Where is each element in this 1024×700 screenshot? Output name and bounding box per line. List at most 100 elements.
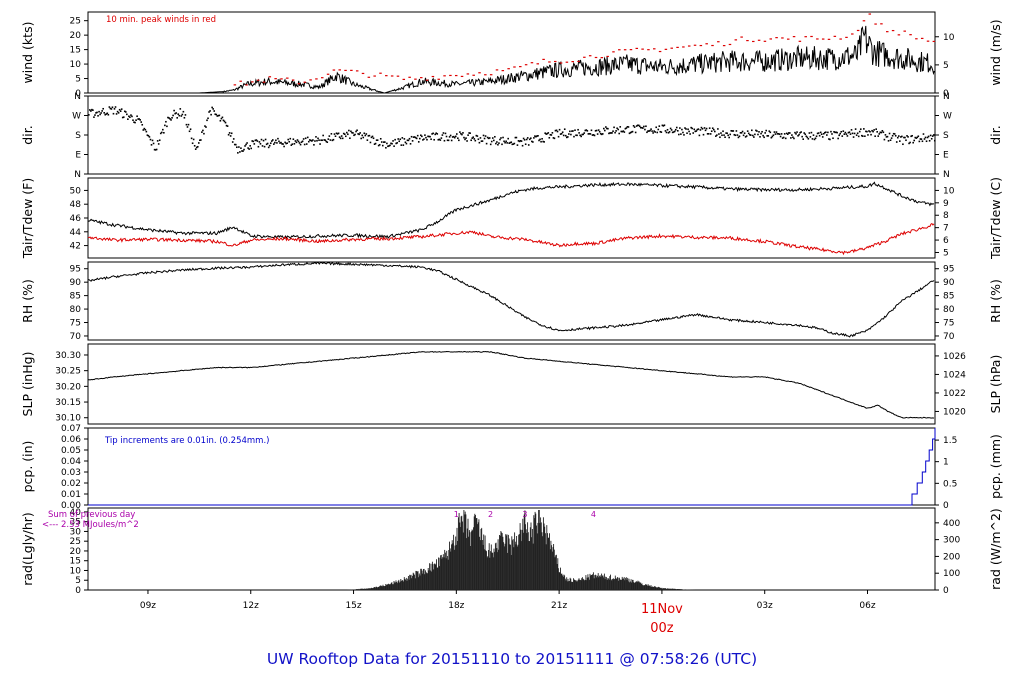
direction-point bbox=[92, 109, 94, 111]
direction-point bbox=[666, 128, 669, 131]
direction-point bbox=[845, 133, 848, 135]
peak-wind-mark bbox=[268, 76, 272, 78]
direction-point bbox=[501, 143, 503, 146]
direction-point bbox=[665, 131, 668, 134]
direction-point bbox=[547, 132, 550, 134]
direction-point bbox=[572, 130, 574, 132]
direction-point bbox=[831, 133, 833, 135]
direction-point bbox=[820, 133, 823, 136]
peak-wind-mark bbox=[781, 37, 784, 39]
direction-point bbox=[214, 113, 217, 116]
series-slp bbox=[87, 350, 935, 419]
peak-wind-mark bbox=[827, 38, 831, 40]
direction-point bbox=[805, 135, 808, 138]
direction-point bbox=[239, 151, 241, 153]
direction-point bbox=[914, 136, 917, 139]
peak-wind-mark bbox=[297, 83, 301, 85]
direction-point bbox=[856, 132, 859, 135]
direction-point bbox=[278, 140, 280, 143]
direction-point bbox=[247, 147, 249, 149]
direction-point bbox=[230, 132, 233, 135]
direction-point bbox=[840, 130, 843, 133]
direction-point bbox=[291, 143, 294, 145]
direction-point bbox=[183, 116, 186, 119]
direction-point bbox=[885, 136, 888, 138]
peak-wind-mark bbox=[705, 43, 708, 45]
direction-point bbox=[911, 134, 913, 137]
direction-point bbox=[852, 136, 855, 138]
direction-point bbox=[615, 130, 617, 132]
direction-point bbox=[719, 136, 721, 139]
direction-point bbox=[565, 136, 568, 139]
direction-point bbox=[107, 113, 110, 116]
x-tick-label: 18z bbox=[448, 601, 464, 611]
direction-point bbox=[762, 134, 764, 137]
direction-point bbox=[670, 129, 673, 131]
direction-point bbox=[897, 135, 900, 137]
direction-point bbox=[211, 106, 213, 109]
direction-point bbox=[449, 134, 452, 137]
direction-point bbox=[402, 144, 405, 146]
direction-point bbox=[326, 141, 329, 144]
date-label-time: 00z bbox=[650, 621, 674, 636]
direction-point bbox=[243, 148, 245, 151]
direction-point bbox=[751, 129, 753, 132]
panel-frame bbox=[87, 95, 936, 175]
direction-point bbox=[253, 143, 256, 145]
direction-point bbox=[741, 130, 744, 133]
direction-point bbox=[485, 142, 488, 145]
left-tick-label: 35 bbox=[70, 518, 81, 528]
direction-point bbox=[815, 135, 818, 138]
left-tick-label: 0.01 bbox=[61, 490, 81, 500]
direction-point bbox=[827, 131, 829, 134]
direction-point bbox=[216, 115, 219, 117]
direction-point bbox=[380, 141, 383, 143]
direction-point bbox=[191, 142, 194, 145]
direction-point bbox=[457, 137, 459, 140]
direction-point bbox=[637, 124, 640, 127]
direction-point bbox=[410, 135, 413, 138]
peak-wind-mark bbox=[280, 78, 283, 80]
direction-point bbox=[668, 131, 671, 133]
peak-wind-mark bbox=[367, 76, 371, 78]
direction-point bbox=[188, 130, 191, 133]
y-axis-label-left: SLP (inHg) bbox=[20, 352, 35, 417]
direction-point bbox=[194, 148, 197, 150]
direction-point bbox=[366, 139, 369, 141]
peak-wind-mark bbox=[390, 75, 394, 77]
direction-point bbox=[818, 134, 821, 137]
direction-point bbox=[426, 138, 428, 141]
y-axis-label-left: rad(Lgly/hr) bbox=[20, 512, 35, 586]
direction-point bbox=[614, 131, 616, 134]
direction-point bbox=[465, 137, 467, 139]
direction-point bbox=[108, 106, 111, 108]
direction-point bbox=[716, 134, 718, 136]
direction-point bbox=[558, 128, 561, 131]
left-tick-label: 30.15 bbox=[55, 398, 81, 408]
direction-point bbox=[144, 128, 147, 131]
direction-point bbox=[738, 135, 741, 138]
direction-point bbox=[252, 140, 255, 143]
direction-point bbox=[324, 139, 327, 141]
peak-wind-mark bbox=[792, 36, 796, 38]
direction-point bbox=[671, 131, 674, 134]
direction-point bbox=[162, 128, 164, 131]
direction-point bbox=[215, 113, 218, 116]
direction-point bbox=[323, 139, 325, 141]
direction-point bbox=[428, 135, 430, 138]
direction-point bbox=[284, 141, 286, 144]
direction-point bbox=[313, 144, 315, 146]
right-tick-label: 0.5 bbox=[943, 479, 957, 489]
y-axis-label-right: Tair/Tdew (C) bbox=[988, 177, 1003, 260]
direction-point bbox=[643, 125, 645, 128]
direction-point bbox=[343, 133, 346, 136]
direction-point bbox=[395, 142, 397, 145]
series-precip bbox=[88, 428, 936, 506]
direction-point bbox=[624, 127, 627, 130]
direction-point bbox=[100, 112, 102, 114]
left-tick-label: 0.04 bbox=[61, 457, 81, 467]
direction-point bbox=[836, 131, 838, 134]
direction-point bbox=[412, 136, 415, 138]
direction-point bbox=[175, 112, 177, 114]
direction-point bbox=[522, 137, 525, 140]
